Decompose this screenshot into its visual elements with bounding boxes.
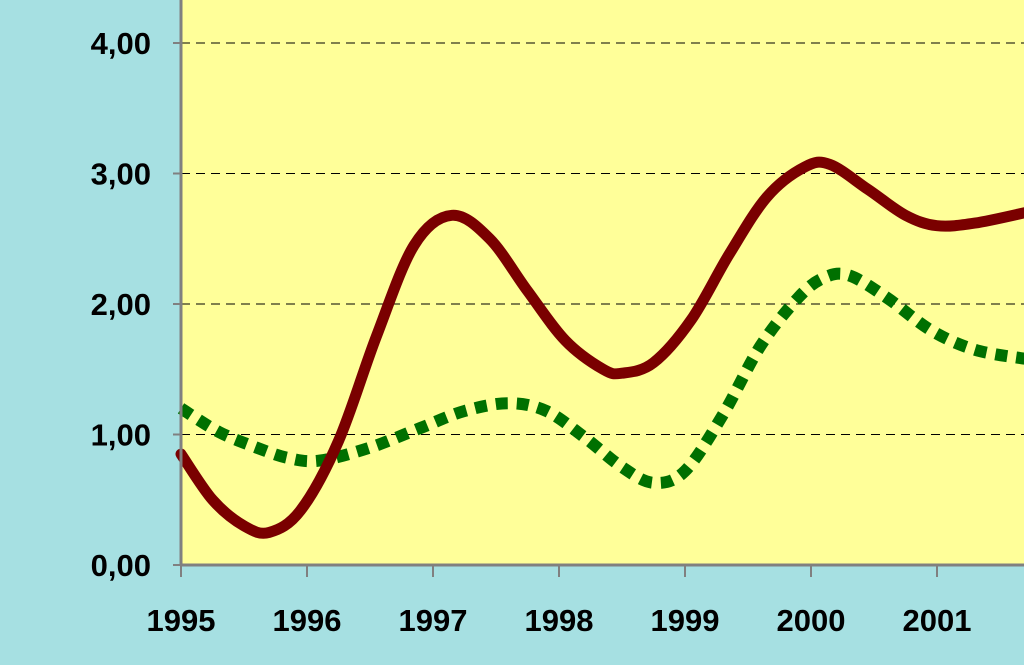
x-tick-labels: 19951996199719981999200020012002: [147, 603, 972, 638]
x-tick-label: 2000: [777, 603, 846, 638]
y-tick-label: 4,00: [91, 26, 151, 61]
x-tick-label: 2001: [903, 603, 972, 638]
x-tick-label: 1997: [399, 603, 468, 638]
y-tick-labels: 0,00 1,00 2,00 3,00 4,00: [91, 26, 151, 583]
x-tick-label: 1999: [651, 603, 720, 638]
series-group: [175, 156, 1024, 539]
y-tick-label: 1,00: [91, 418, 151, 453]
gridlines: [181, 42, 1024, 435]
x-tick-label: 1998: [525, 603, 594, 638]
y-tick-label: 3,00: [91, 157, 151, 192]
x-tick-label: 1995: [147, 603, 216, 638]
series-line-dotted: [177, 267, 1024, 489]
y-tick-label: 2,00: [91, 287, 151, 322]
y-tick-label: 0,00: [91, 548, 151, 583]
plot-area: [181, 0, 1024, 565]
x-tick-label: 1996: [273, 603, 342, 638]
axes: [173, 0, 1024, 577]
series-line-solid: [175, 156, 1024, 539]
